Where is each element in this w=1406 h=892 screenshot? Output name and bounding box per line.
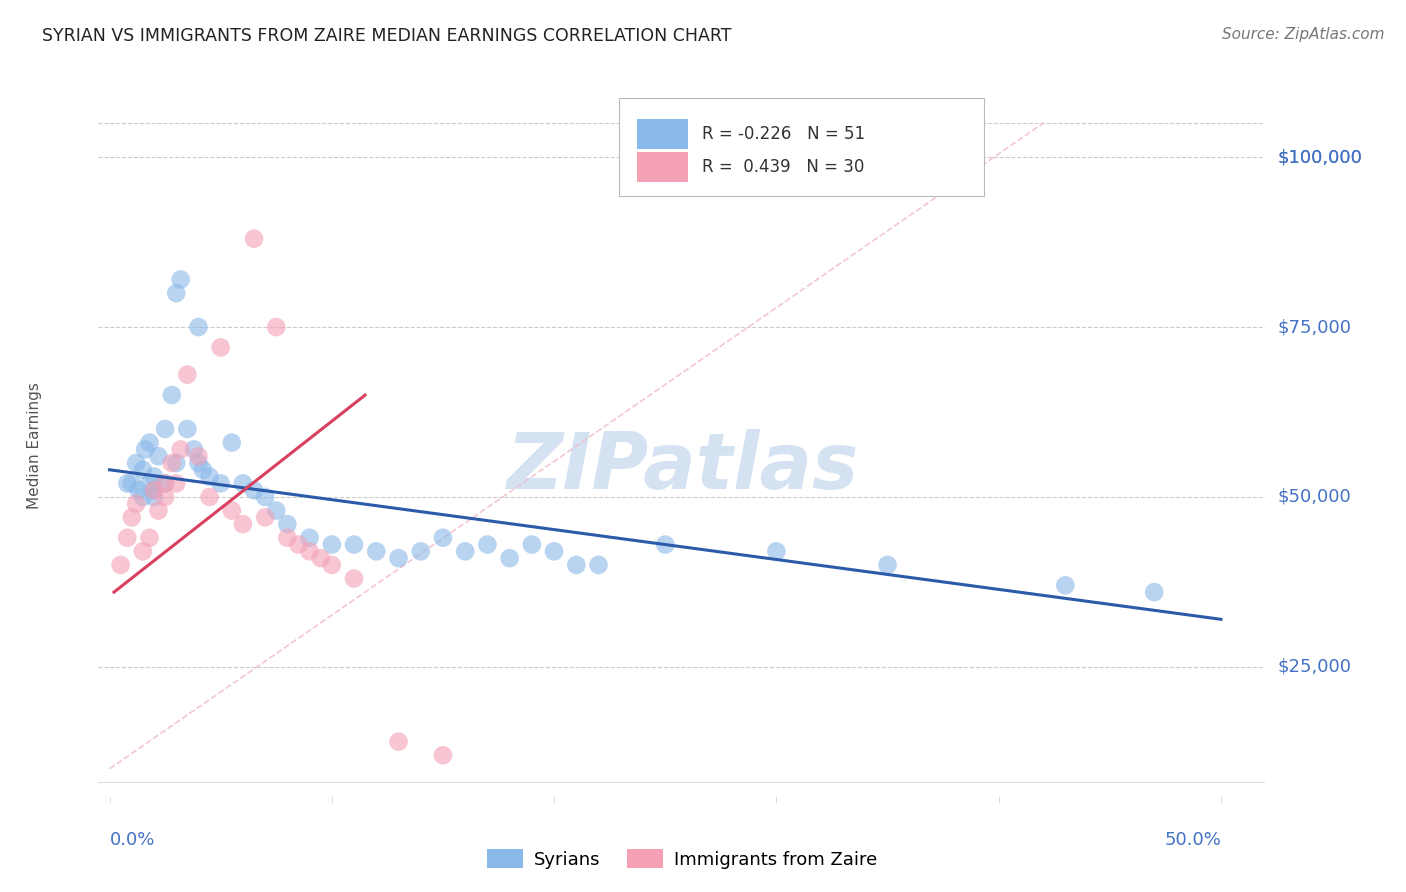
Point bbox=[321, 558, 343, 572]
Point bbox=[143, 469, 166, 483]
Point bbox=[498, 551, 520, 566]
Point bbox=[143, 483, 166, 498]
Text: SYRIAN VS IMMIGRANTS FROM ZAIRE MEDIAN EARNINGS CORRELATION CHART: SYRIAN VS IMMIGRANTS FROM ZAIRE MEDIAN E… bbox=[42, 27, 731, 45]
Point bbox=[232, 476, 254, 491]
Point bbox=[198, 469, 221, 483]
Text: R = -0.226   N = 51: R = -0.226 N = 51 bbox=[702, 125, 865, 143]
Legend: Syrians, Immigrants from Zaire: Syrians, Immigrants from Zaire bbox=[479, 842, 884, 876]
Point bbox=[198, 490, 221, 504]
Text: $100,000: $100,000 bbox=[1277, 148, 1362, 166]
Point bbox=[477, 537, 499, 551]
Point bbox=[121, 476, 143, 491]
Point bbox=[125, 456, 148, 470]
Point bbox=[221, 435, 243, 450]
Point bbox=[409, 544, 432, 558]
Point bbox=[876, 558, 898, 572]
Text: ZIPatlas: ZIPatlas bbox=[506, 429, 858, 506]
Point bbox=[153, 476, 176, 491]
Point bbox=[454, 544, 477, 558]
Point bbox=[298, 544, 321, 558]
Point bbox=[138, 476, 160, 491]
Point bbox=[298, 531, 321, 545]
Point bbox=[209, 476, 232, 491]
Text: Median Earnings: Median Earnings bbox=[27, 383, 42, 509]
Text: 0.0%: 0.0% bbox=[110, 831, 155, 849]
Point bbox=[169, 272, 191, 286]
Point bbox=[254, 490, 277, 504]
Point bbox=[153, 476, 176, 491]
Point bbox=[264, 503, 287, 517]
Point bbox=[169, 442, 191, 457]
Point bbox=[209, 341, 232, 355]
Point bbox=[287, 537, 309, 551]
Point bbox=[148, 449, 170, 463]
Point bbox=[138, 435, 160, 450]
Point bbox=[254, 510, 277, 524]
Point bbox=[117, 476, 139, 491]
Point bbox=[1143, 585, 1166, 599]
Point bbox=[138, 531, 160, 545]
Point bbox=[276, 517, 298, 532]
Point bbox=[432, 748, 454, 763]
Point bbox=[191, 463, 214, 477]
Point bbox=[432, 531, 454, 545]
Point bbox=[125, 497, 148, 511]
Point bbox=[110, 558, 132, 572]
Point bbox=[387, 551, 409, 566]
Point bbox=[221, 503, 243, 517]
Point bbox=[187, 456, 209, 470]
Point bbox=[160, 388, 183, 402]
Point bbox=[132, 463, 155, 477]
Text: R =  0.439   N = 30: R = 0.439 N = 30 bbox=[702, 158, 863, 176]
Point bbox=[543, 544, 565, 558]
Text: Source: ZipAtlas.com: Source: ZipAtlas.com bbox=[1222, 27, 1385, 42]
Point bbox=[165, 476, 187, 491]
Point bbox=[1054, 578, 1077, 592]
Point bbox=[588, 558, 610, 572]
Point bbox=[160, 456, 183, 470]
Point bbox=[187, 320, 209, 334]
Point bbox=[276, 531, 298, 545]
Text: $75,000: $75,000 bbox=[1277, 318, 1351, 336]
Point bbox=[143, 483, 166, 498]
Point bbox=[366, 544, 388, 558]
Point bbox=[121, 510, 143, 524]
Point bbox=[127, 483, 149, 498]
Point bbox=[387, 734, 409, 748]
Point bbox=[243, 232, 266, 246]
Point bbox=[132, 490, 155, 504]
Point bbox=[309, 551, 332, 566]
Point bbox=[232, 517, 254, 532]
Point bbox=[117, 531, 139, 545]
Point bbox=[765, 544, 787, 558]
Point bbox=[165, 286, 187, 301]
Point bbox=[520, 537, 543, 551]
Point bbox=[176, 368, 198, 382]
Point bbox=[183, 442, 205, 457]
Point bbox=[153, 490, 176, 504]
Point bbox=[143, 490, 166, 504]
Point bbox=[176, 422, 198, 436]
Point bbox=[343, 572, 366, 586]
Point bbox=[565, 558, 588, 572]
Point bbox=[165, 456, 187, 470]
Point bbox=[153, 422, 176, 436]
Point bbox=[148, 503, 170, 517]
Point bbox=[654, 537, 676, 551]
Point bbox=[187, 449, 209, 463]
Point bbox=[321, 537, 343, 551]
Point bbox=[134, 442, 156, 457]
Text: $50,000: $50,000 bbox=[1277, 488, 1351, 506]
Text: $25,000: $25,000 bbox=[1277, 658, 1351, 676]
Point bbox=[243, 483, 266, 498]
Point bbox=[264, 320, 287, 334]
Text: $100,000: $100,000 bbox=[1277, 148, 1362, 166]
Point bbox=[132, 544, 155, 558]
Text: 50.0%: 50.0% bbox=[1164, 831, 1220, 849]
Point bbox=[343, 537, 366, 551]
